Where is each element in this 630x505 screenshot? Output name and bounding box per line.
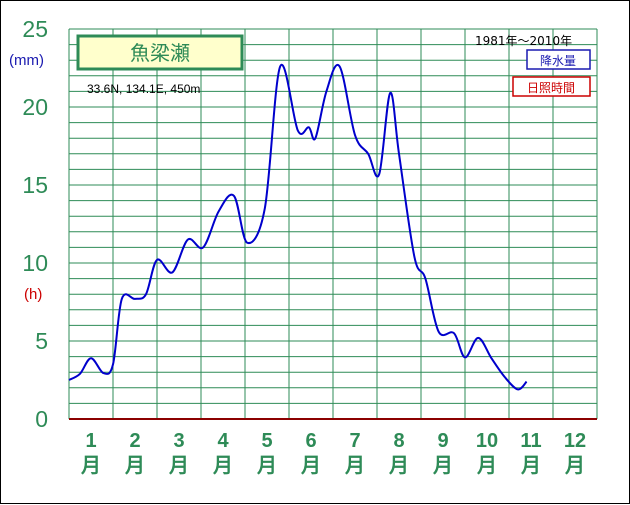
grid-lines [68, 28, 598, 419]
legend-sunshine-box [512, 76, 591, 97]
y-tick-15: 15 [22, 172, 48, 198]
month-number-2: 2 [129, 430, 140, 452]
month-number-7: 7 [349, 430, 360, 452]
month-number-1: 1 [85, 430, 96, 452]
month-number-4: 4 [217, 430, 229, 452]
month-char-7: 月 [344, 453, 365, 477]
month-char-5: 月 [256, 453, 277, 477]
sunshine-unit-label: (h) [24, 286, 42, 303]
month-char-11: 月 [520, 453, 541, 477]
month-number-6: 6 [305, 430, 316, 452]
y-tick-labels: 0 5 10 15 20 25 [22, 16, 48, 432]
month-char-3: 月 [168, 453, 189, 477]
month-number-9: 9 [437, 430, 448, 452]
y-tick-0: 0 [35, 406, 48, 432]
y-tick-25: 25 [22, 16, 48, 42]
month-char-12: 月 [564, 453, 585, 477]
month-number-11: 11 [520, 430, 541, 452]
month-char-1: 月 [80, 453, 101, 477]
month-char-2: 月 [124, 453, 145, 477]
y-tick-20: 20 [22, 94, 48, 120]
legend-precip: 降水量 [540, 54, 576, 68]
month-char-8: 月 [388, 453, 409, 477]
month-number-12: 12 [564, 430, 586, 452]
station-name-box [76, 34, 244, 71]
month-char-4: 月 [212, 453, 233, 477]
y-tick-5: 5 [35, 328, 48, 354]
y-tick-10: 10 [22, 250, 48, 276]
precip-series-line [68, 63, 528, 391]
month-char-9: 月 [432, 453, 453, 477]
month-number-10: 10 [476, 430, 498, 452]
legend-precip-box [526, 49, 591, 70]
month-number-3: 3 [173, 430, 184, 452]
period-label: 1981年～2010年 [475, 34, 572, 48]
legend-sunshine: 日照時間 [527, 81, 575, 95]
month-char-6: 月 [300, 453, 321, 477]
precip-unit-label: (mm) [9, 52, 44, 69]
station-name: 魚梁瀬 [130, 41, 190, 65]
station-location: 33.6N, 134.1E, 450m [87, 82, 200, 96]
month-number-5: 5 [261, 430, 272, 452]
month-number-8: 8 [393, 430, 404, 452]
month-char-10: 月 [476, 453, 497, 477]
